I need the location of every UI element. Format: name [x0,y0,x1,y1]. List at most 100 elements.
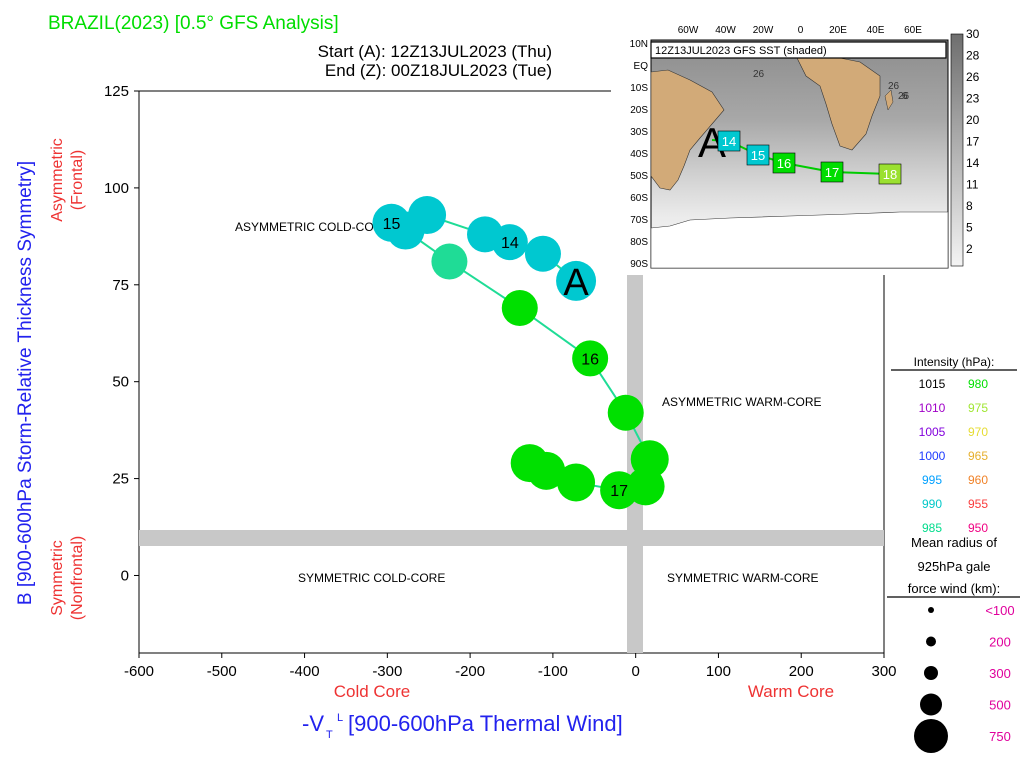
intensity-legend-item: 970 [968,425,988,439]
colorbar-tick-label: 28 [966,49,980,63]
intensity-legend-item: 950 [968,521,988,535]
inset-sst-contour-label: 26 [898,91,910,102]
inset-track-box [746,144,770,166]
intensity-legend-item: 995 [922,473,942,487]
intensity-legend-title: Intensity (hPa): [914,355,995,369]
intensity-legend-item: 965 [968,449,988,463]
inset-title-box [650,41,947,59]
track-point [557,463,596,502]
track-point [467,216,504,253]
x-label-warm-core: Warm Core [748,682,834,701]
inset-track-label: 17 [825,165,839,180]
inset-lat-label: 40S [630,149,648,160]
x-axis-label: -V T L [900-600hPa Thermal Wind] [302,711,623,741]
radius-legend-dot [928,607,934,613]
y-tick-label: 125 [104,83,129,100]
inset-lon-label: 40W [715,25,736,36]
quadrant-sym-warm: SYMMETRIC WARM-CORE [667,571,819,585]
x-axis-label-v: -V [302,711,324,736]
radius-legend-label: 750 [989,729,1011,744]
intensity-legend-item: 960 [968,473,988,487]
track-point [501,290,538,327]
radius-legend-label: 500 [989,698,1011,713]
quadrant-sym-cold: SYMMETRIC COLD-CORE [298,571,445,585]
colorbar-tick-label: 30 [966,27,980,41]
inset-sst-contour-label: 6 [902,91,908,102]
x-tick-label: -300 [372,663,402,680]
radius-legend-label: 300 [989,666,1011,681]
inset-lon-label: 20E [829,25,847,36]
x-axis-label-sub: T [326,729,333,741]
radius-legend-label: <100 [985,603,1014,618]
x-tick-label: 0 [631,663,639,680]
track-day-label: 16 [581,351,599,368]
x-label-cold-core: Cold Core [334,682,411,701]
x-axis-label-rest: [900-600hPa Thermal Wind] [348,711,623,736]
intensity-legend-item: 975 [968,401,988,415]
antarctica-landmass [650,211,949,269]
track-day-label: 17 [610,483,628,500]
inset-sst-map: 12Z13JUL2023 GFS SST (shaded) 60W 40W 20W 0… [611,25,980,275]
x-tick-label: 100 [706,663,731,680]
x-tick-label: -400 [290,663,320,680]
y-tick-label: 100 [104,180,129,197]
track-point [556,260,597,301]
quadrant-asym-warm: ASYMMETRIC WARM-CORE [662,395,822,409]
radius-legend-title-2: 925hPa gale [917,559,990,574]
track-day-label: 14 [501,235,519,252]
track-start-label: A [563,262,589,304]
y-tick-label: 50 [112,374,129,391]
colorbar-tick-label: 11 [966,178,979,192]
madagascar-landmass [884,89,894,111]
inset-track-label: 14 [722,134,736,149]
y-axis-label: B [900-600hPa Storm-Relative Thickness S… [15,161,36,605]
inset-track-box [820,161,844,183]
radius-legend-label: 200 [989,635,1011,650]
south-america-landmass [650,69,725,191]
track-point [431,243,468,280]
x-tick-label: -600 [124,663,154,680]
colorbar-tick-label: 26 [966,70,980,84]
intensity-legend-item: 1000 [919,449,946,463]
colorbar-tick-label: 5 [966,221,973,235]
radius-legend-dot [926,636,936,647]
x-tick-label: -500 [207,663,237,680]
africa-landmass [796,55,881,151]
intensity-legend-item: 1010 [919,401,946,415]
inset-lat-label: 80S [630,237,648,248]
colorbar-tick-label: 14 [966,156,980,170]
x-tick-label: 200 [789,663,814,680]
radius-legend-dot [914,719,948,753]
sst-colorbar [950,33,964,267]
inset-lon-label: 20W [753,25,774,36]
track-point [600,471,639,510]
x-tick-label: 300 [871,663,896,680]
inset-track-box [717,130,741,152]
inset-track-label: 16 [777,156,791,171]
track-point [524,235,561,272]
inset-track-label: 18 [883,167,897,182]
inset-axis-labels: 60W 40W 20W 0 20E 40E 60E 10N EQ 10S 20S 30S 40S 50S 6… [630,25,923,270]
intensity-legend: 1015 980 1010 975 1005 970 1000 965 995 960 990 955… [919,377,989,535]
inset-lon-label: 60W [678,25,699,36]
x-tick-label: -100 [538,663,568,680]
radius-legend-dot [924,666,938,680]
intensity-legend-item: 1015 [919,377,946,391]
inset-lon-label: 40E [867,25,885,36]
colorbar-tick-label: 2 [966,242,973,256]
y-tick-label: 25 [112,471,129,488]
inset-lat-label: 20S [630,105,648,116]
inset-lat-label: 10S [630,83,648,94]
quadrant-asym-cold: ASYMMETRIC COLD-CORE [235,220,390,234]
y-label-symmetric: Symmetric [49,540,66,616]
start-time: Start (A): 12Z13JUL2023 (Thu) [318,42,552,61]
colorbar-tick-label: 20 [966,113,980,127]
intensity-legend-item: 980 [968,377,988,391]
inset-track-label: 15 [751,148,765,163]
intensity-legend-item: 985 [922,521,942,535]
y-label-frontal: (Frontal) [69,150,86,210]
track-day-label: 15 [383,216,401,233]
end-time: End (Z): 00Z18JUL2023 (Tue) [325,61,552,80]
inset-lat-label: 60S [630,193,648,204]
